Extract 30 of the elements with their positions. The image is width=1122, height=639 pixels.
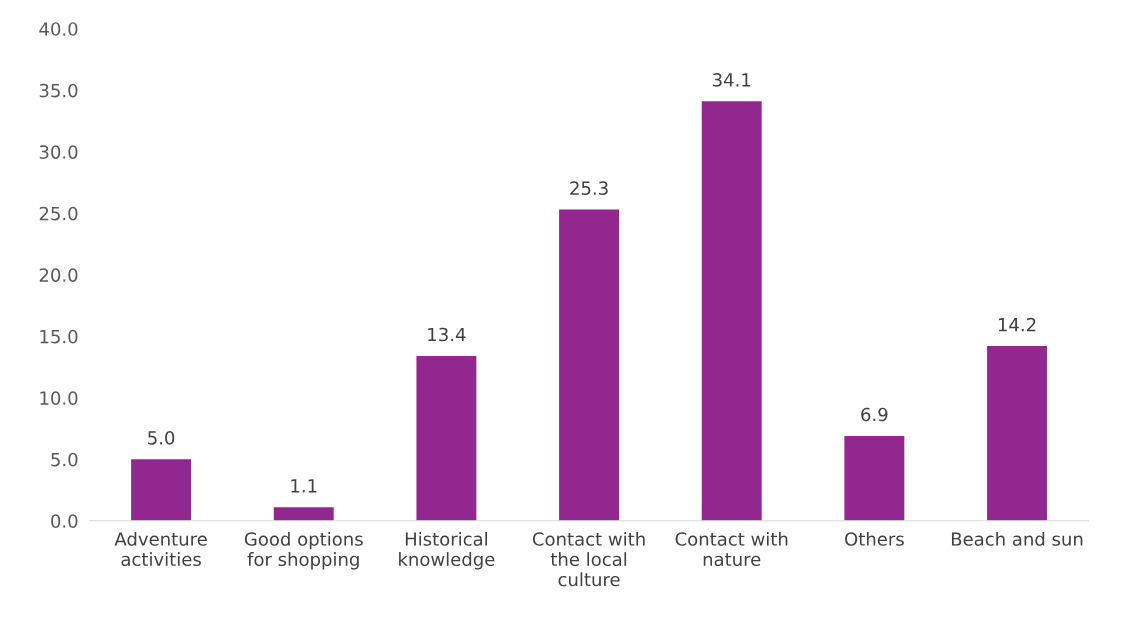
x-tick-label: Beach and sun (951, 531, 1083, 546)
data-label: 34.1 (712, 73, 751, 87)
data-label: 14.2 (998, 317, 1036, 332)
y-tick-label: 30.0 (39, 145, 78, 159)
y-tick-label: 5.0 (51, 452, 78, 467)
data-label: 25.3 (570, 181, 608, 195)
x-tick-label: Contact with the local culture (532, 531, 645, 587)
data-label: 6.9 (861, 407, 888, 422)
y-tick-label: 20.0 (39, 268, 78, 282)
bar (559, 209, 620, 521)
bar (416, 355, 477, 521)
data-label: 5.0 (148, 431, 175, 445)
x-tick-label: Others (845, 531, 904, 546)
bar (131, 459, 192, 521)
x-tick-label: Contact with nature (675, 531, 788, 567)
bar (987, 346, 1047, 521)
y-tick-label: 35.0 (39, 83, 78, 98)
y-tick-label: 25.0 (39, 206, 78, 221)
y-tick-label: 15.0 (40, 329, 78, 344)
x-tick-label: Good options for shopping (244, 531, 363, 570)
x-tick-label: Adventure activities (114, 531, 207, 567)
y-tick-label: 40.0 (39, 22, 78, 36)
y-tick-label: 10.0 (40, 391, 78, 405)
bar (844, 435, 905, 521)
bar (701, 101, 762, 521)
x-tick-label: Historical knowledge (399, 531, 495, 570)
y-tick-label: 0.0 (51, 514, 78, 528)
data-label: 1.1 (291, 479, 317, 493)
bar (273, 507, 334, 521)
data-label: 13.4 (428, 327, 466, 342)
